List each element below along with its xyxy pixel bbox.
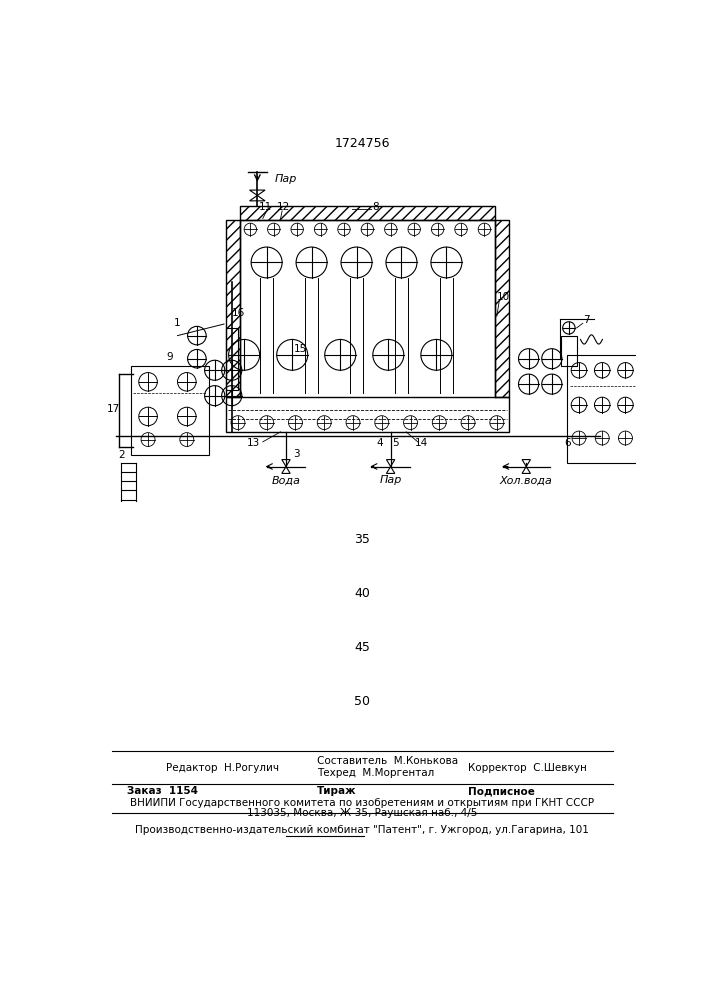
Text: Тираж: Тираж [317, 786, 356, 796]
Text: 40: 40 [354, 587, 370, 600]
Bar [495, 220, 509, 397]
Text: Корректор  С.Шевкун: Корректор С.Шевкун [468, 763, 587, 773]
Text: 11: 11 [259, 202, 271, 212]
Text: 50: 50 [354, 695, 370, 708]
Text: 10: 10 [496, 292, 510, 302]
Text: ВНИИПИ Государственного комитета по изобретениям и открытиям при ГКНТ СССР: ВНИИПИ Государственного комитета по изоб… [130, 798, 594, 808]
Text: 113035, Москва, Ж-35, Раушская наб., 4/5: 113035, Москва, Ж-35, Раушская наб., 4/5 [247, 808, 477, 818]
Text: 35: 35 [354, 533, 370, 546]
Text: 45: 45 [354, 641, 370, 654]
Text: Редактор  Н.Рогулич: Редактор Н.Рогулич [166, 763, 279, 773]
Text: 2: 2 [118, 450, 125, 460]
Text: 1724756: 1724756 [334, 137, 390, 150]
Text: 1: 1 [173, 318, 180, 328]
Polygon shape [522, 460, 530, 466]
Polygon shape [387, 466, 395, 473]
Text: 3: 3 [293, 449, 300, 459]
Polygon shape [522, 466, 530, 473]
Text: 13: 13 [247, 438, 260, 448]
Text: Вода: Вода [271, 475, 300, 485]
Text: 12: 12 [277, 202, 291, 212]
Bar [240, 206, 495, 220]
Bar [226, 397, 509, 432]
Text: Пар: Пар [380, 475, 402, 485]
Text: 16: 16 [232, 308, 245, 318]
Text: 5: 5 [392, 438, 399, 448]
Polygon shape [250, 195, 265, 201]
Polygon shape [282, 460, 290, 466]
Text: Производственно-издательский комбинат "Патент", г. Ужгород, ул.Гагарина, 101: Производственно-издательский комбинат "П… [135, 825, 589, 835]
Text: Пар: Пар [274, 174, 297, 184]
Text: 14: 14 [415, 438, 428, 448]
Text: Хол.вода: Хол.вода [500, 475, 553, 485]
Text: 4: 4 [376, 438, 383, 448]
Text: 9: 9 [166, 352, 173, 362]
Bar [561, 336, 577, 366]
Text: 6: 6 [564, 438, 571, 448]
Text: 7: 7 [583, 315, 590, 325]
Text: Техред  М.Моргентал: Техред М.Моргентал [317, 768, 434, 778]
Text: Подписное: Подписное [468, 786, 535, 796]
Text: Составитель  М.Конькова: Составитель М.Конькова [317, 756, 458, 766]
Polygon shape [387, 460, 395, 466]
Bar [226, 220, 240, 397]
Text: 8: 8 [372, 202, 378, 212]
Bar [131, 366, 209, 455]
Text: 15: 15 [293, 344, 307, 354]
Polygon shape [282, 466, 290, 473]
Bar [226, 328, 238, 389]
Polygon shape [250, 190, 265, 195]
Text: Заказ  1154: Заказ 1154 [127, 786, 198, 796]
Text: 17: 17 [107, 404, 119, 414]
Bar [567, 355, 637, 463]
